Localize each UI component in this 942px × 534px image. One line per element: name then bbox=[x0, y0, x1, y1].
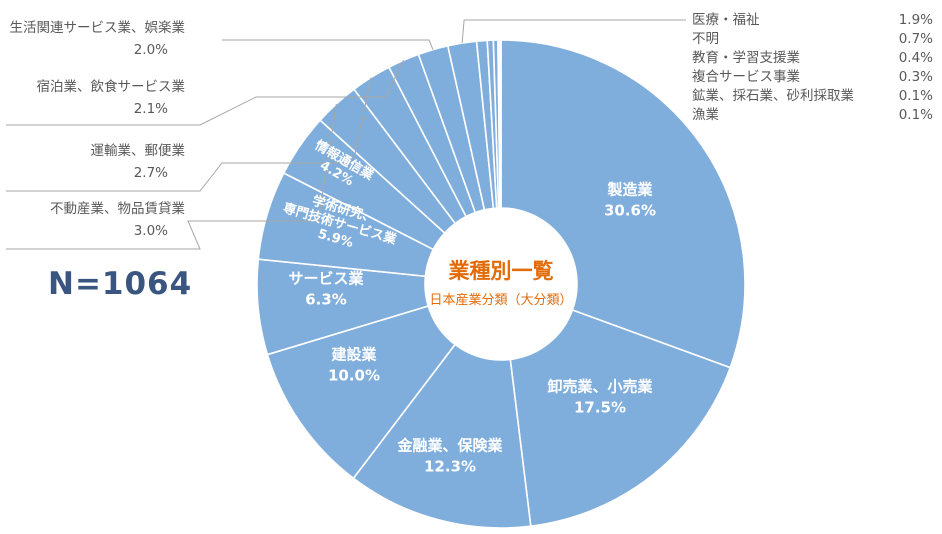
right-list-value: 0.3% bbox=[899, 69, 933, 85]
right-list-name: 医療・福祉 bbox=[692, 11, 760, 28]
inside-value-label: 6.3% bbox=[305, 291, 347, 309]
donut-slices bbox=[256, 39, 746, 529]
inside-value-label: 30.6% bbox=[604, 202, 656, 220]
leader-line bbox=[461, 19, 686, 44]
inside-value-label: 17.5% bbox=[574, 399, 626, 417]
leader-line bbox=[6, 77, 372, 192]
right-list-value: 0.1% bbox=[899, 88, 933, 104]
leader-line bbox=[6, 103, 337, 250]
left-label-value: 2.7% bbox=[134, 165, 168, 181]
right-list-value: 1.9% bbox=[899, 12, 933, 28]
inside-name-label: 卸売業、小売業 bbox=[547, 378, 653, 396]
inside-name-label: 金融業、保険業 bbox=[396, 437, 503, 455]
right-list-value: 0.4% bbox=[899, 50, 933, 66]
inside-label-4: 建設業 10.0% bbox=[328, 346, 380, 385]
slice-4 bbox=[266, 304, 457, 480]
left-label-value: 3.0% bbox=[134, 223, 168, 239]
inside-label-1: 製造業 30.6% bbox=[604, 181, 656, 220]
inside-value-label: 10.0% bbox=[328, 367, 380, 385]
right-list-value: 0.1% bbox=[899, 107, 933, 123]
inside-label-3: 金融業、保険業 12.3% bbox=[396, 437, 503, 476]
inside-label-2: 卸売業、小売業 17.5% bbox=[547, 378, 653, 417]
leader-lines bbox=[6, 19, 686, 250]
left-label-name: 運輸業、郵便業 bbox=[91, 143, 186, 159]
inside-label-5: サービス業 6.3% bbox=[288, 270, 364, 309]
slice-17 bbox=[498, 39, 502, 209]
inside-value-label: 12.3% bbox=[424, 458, 476, 476]
slice-3 bbox=[352, 343, 532, 529]
left-label-name: 生活関連サービス業、娯楽業 bbox=[10, 20, 186, 36]
slice-1 bbox=[500, 39, 746, 369]
inside-name-label: サービス業 bbox=[288, 270, 364, 288]
left-label-name: 宿泊業、飲食サービス業 bbox=[37, 78, 186, 95]
sample-size: N=1064 bbox=[48, 266, 193, 302]
right-list-name: 漁業 bbox=[692, 107, 720, 123]
left-label-name: 不動産業、物品賃貸業 bbox=[50, 201, 185, 217]
inside-name-label: 製造業 bbox=[606, 181, 653, 199]
center-title: 業種別一覧 bbox=[449, 259, 554, 283]
right-list-name: 教育・学習支援業 bbox=[692, 50, 800, 66]
right-list-value: 0.7% bbox=[899, 31, 933, 47]
inside-name-label: 建設業 bbox=[331, 346, 377, 364]
left-label-value: 2.1% bbox=[134, 101, 168, 117]
center-subtitle: 日本産業分類（大分類） bbox=[429, 292, 572, 308]
leader-line bbox=[6, 60, 404, 126]
slice-2 bbox=[509, 309, 732, 528]
right-list-name: 複合サービス事業 bbox=[692, 68, 800, 85]
left-label-value: 2.0% bbox=[134, 42, 168, 58]
leader-line bbox=[222, 39, 434, 50]
right-list-name: 不明 bbox=[692, 31, 719, 47]
right-list-name: 鉱業、採石業、砂利採取業 bbox=[692, 88, 854, 104]
